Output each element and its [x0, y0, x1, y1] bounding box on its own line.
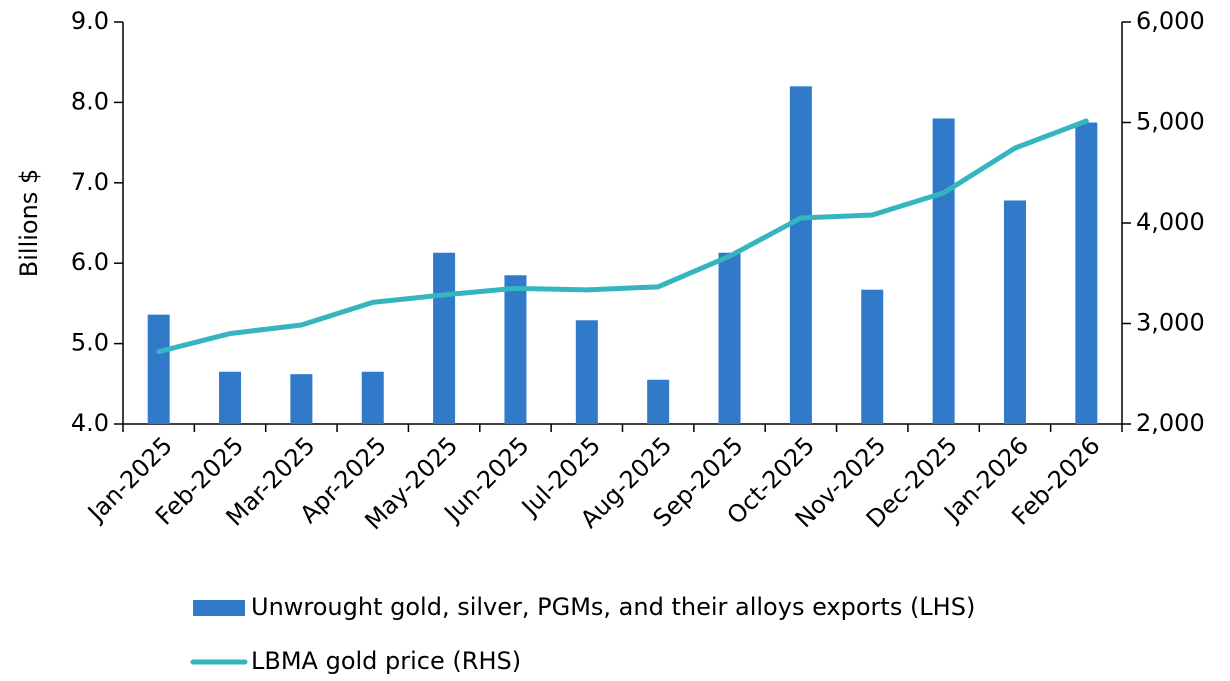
- y-tick-label: 7.0: [71, 168, 109, 196]
- bar: [861, 289, 884, 424]
- legend-swatch: [193, 600, 245, 616]
- y-axis-label: Billions $: [15, 169, 43, 277]
- y2-tick-label: 5,000: [1136, 108, 1205, 136]
- bar: [504, 275, 527, 424]
- y2-tick-label: 4,000: [1136, 208, 1205, 236]
- y-tick-label: 5.0: [71, 329, 109, 357]
- y2-tick-label: 3,000: [1136, 309, 1205, 337]
- bar: [1075, 122, 1098, 424]
- bar: [361, 371, 384, 424]
- y-tick-label: 6.0: [71, 248, 109, 276]
- bar: [290, 374, 313, 424]
- bar: [1003, 200, 1026, 424]
- bar: [789, 86, 812, 424]
- y-tick-label: 9.0: [71, 7, 109, 35]
- legend-label: Unwrought gold, silver, PGMs, and their …: [251, 593, 975, 621]
- bar: [932, 118, 955, 424]
- bar: [647, 379, 670, 424]
- y2-tick-label: 2,000: [1136, 409, 1205, 437]
- bar: [147, 314, 170, 424]
- y-tick-label: 4.0: [71, 409, 109, 437]
- bar: [219, 371, 242, 424]
- legend-label: LBMA gold price (RHS): [251, 647, 521, 675]
- y-tick-label: 8.0: [71, 87, 109, 115]
- bar: [575, 320, 598, 424]
- bar: [433, 252, 456, 424]
- line: [156, 118, 1089, 355]
- y2-tick-label: 6,000: [1136, 7, 1205, 35]
- bar: [718, 252, 741, 424]
